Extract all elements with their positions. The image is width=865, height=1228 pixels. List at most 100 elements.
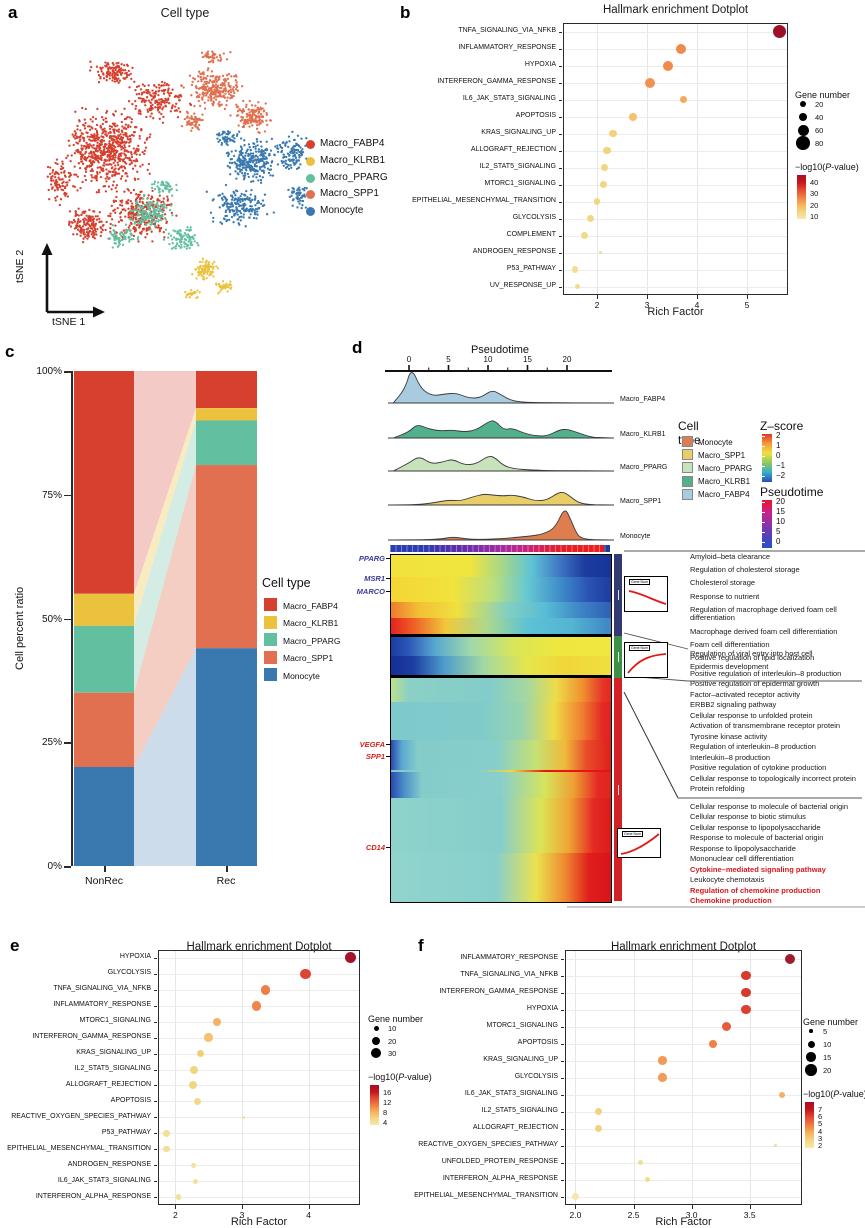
row-tick xyxy=(559,82,562,84)
tsne-point xyxy=(130,159,133,162)
row-tick xyxy=(561,1111,564,1113)
tsne-point xyxy=(85,131,88,134)
row-label: ANDROGEN_RESPONSE xyxy=(472,248,556,255)
tsne-point xyxy=(127,207,130,210)
go-term: Cellular response to unfolded protein xyxy=(690,710,813,720)
tsne-point xyxy=(119,177,123,180)
tsne-point xyxy=(79,152,82,156)
tsne-point xyxy=(146,232,149,236)
tsne-point xyxy=(143,149,147,152)
tsne-point xyxy=(161,217,164,221)
y-tick xyxy=(64,618,71,620)
tsne-point xyxy=(95,233,98,236)
row-tick xyxy=(154,973,157,975)
data-dot xyxy=(676,43,686,54)
go-term: Regulation of viral entry into host cell xyxy=(690,649,813,658)
y-tick-label: 25% xyxy=(41,737,62,749)
tsne-point xyxy=(81,153,85,157)
go-term: Mononuclear cell differentiation xyxy=(690,854,794,864)
tsne-point xyxy=(134,212,137,216)
tsne-point xyxy=(116,136,120,140)
tsne-point xyxy=(94,158,98,161)
tsne-point xyxy=(108,140,111,143)
tsne-point xyxy=(83,118,86,121)
tsne-point xyxy=(119,216,122,219)
tsne-point xyxy=(126,135,129,139)
x-tick-label: 5 xyxy=(744,300,750,310)
tsne-point xyxy=(112,134,115,138)
tsne-point xyxy=(81,132,84,136)
tsne-point xyxy=(130,162,133,165)
tsne-point xyxy=(74,110,77,113)
row-label: MTORC1_SIGNALING xyxy=(79,1017,151,1025)
tsne-point xyxy=(114,156,117,159)
tsne-point xyxy=(125,127,128,131)
colorbar-tick-label: 2 xyxy=(818,1141,823,1150)
tsne-point xyxy=(117,163,120,167)
tsne-point xyxy=(90,135,93,138)
tsne-point xyxy=(109,215,112,218)
tsne-point xyxy=(160,201,163,204)
tsne-point xyxy=(85,157,88,160)
tsne-point xyxy=(135,147,138,150)
x-tick xyxy=(647,295,648,299)
tsne-point xyxy=(128,134,132,138)
tsne-point xyxy=(140,232,143,235)
tsne-point xyxy=(72,135,75,138)
tsne-point xyxy=(125,132,128,136)
size-legend-dot xyxy=(370,1047,382,1059)
row-tick xyxy=(561,992,564,994)
tsne-point xyxy=(113,149,116,153)
tsne-point xyxy=(134,218,138,221)
data-dot xyxy=(192,1178,198,1184)
tsne-point xyxy=(143,152,146,156)
tsne-point xyxy=(88,165,91,168)
data-dot xyxy=(679,96,687,103)
tsne-point xyxy=(88,138,91,141)
go-group: Cellular response to molecule of bacteri… xyxy=(690,802,863,908)
tsne-point xyxy=(81,162,85,165)
row-label: IL6_JAK_STAT3_SIGNALING xyxy=(462,95,556,102)
row-tick xyxy=(559,286,562,288)
size-legend-label: 40 xyxy=(815,113,824,122)
tsne-point xyxy=(94,117,98,121)
tsne-point xyxy=(97,188,101,192)
tsne-point xyxy=(71,133,74,136)
x-tick-label: 3 xyxy=(644,300,650,310)
tsne-point xyxy=(124,215,127,218)
go-term: Regulation of macrophage derived foam ce… xyxy=(690,604,837,623)
tsne-point xyxy=(107,177,110,181)
tsne-point xyxy=(78,120,81,123)
bar-segment xyxy=(196,465,257,649)
tsne-point xyxy=(142,228,145,231)
tsne-point xyxy=(126,156,129,160)
data-dot xyxy=(571,1193,579,1200)
tsne-point xyxy=(102,139,106,142)
data-dot xyxy=(251,1001,262,1011)
tsne-point xyxy=(137,193,140,197)
tsne-point xyxy=(99,126,103,129)
row-label: INTERFERON_ALPHA_RESPONSE xyxy=(35,1192,151,1200)
tsne-point xyxy=(94,127,97,131)
tsne-point xyxy=(101,128,104,131)
tsne-point xyxy=(109,170,112,174)
tsne-point xyxy=(116,124,119,127)
tsne-point xyxy=(81,180,84,184)
tsne-point xyxy=(117,172,121,175)
tsne-point xyxy=(79,157,83,161)
tsne-point xyxy=(115,190,118,193)
y-tick xyxy=(64,371,71,373)
row-tick xyxy=(154,1149,157,1151)
tsne-point xyxy=(102,118,105,121)
tsne-point xyxy=(97,144,100,147)
size-legend-dot xyxy=(807,1040,815,1048)
tsne-point xyxy=(122,160,125,163)
tsne-point xyxy=(114,199,118,203)
tsne-point xyxy=(88,208,91,212)
go-term: Cellular response to molecule of bacteri… xyxy=(690,802,848,811)
x-tick-label: 4 xyxy=(694,300,700,310)
size-legend-label: 30 xyxy=(388,1049,397,1058)
tsne-point xyxy=(135,193,138,196)
tsne-point xyxy=(74,132,78,135)
tsne-point xyxy=(87,146,90,149)
